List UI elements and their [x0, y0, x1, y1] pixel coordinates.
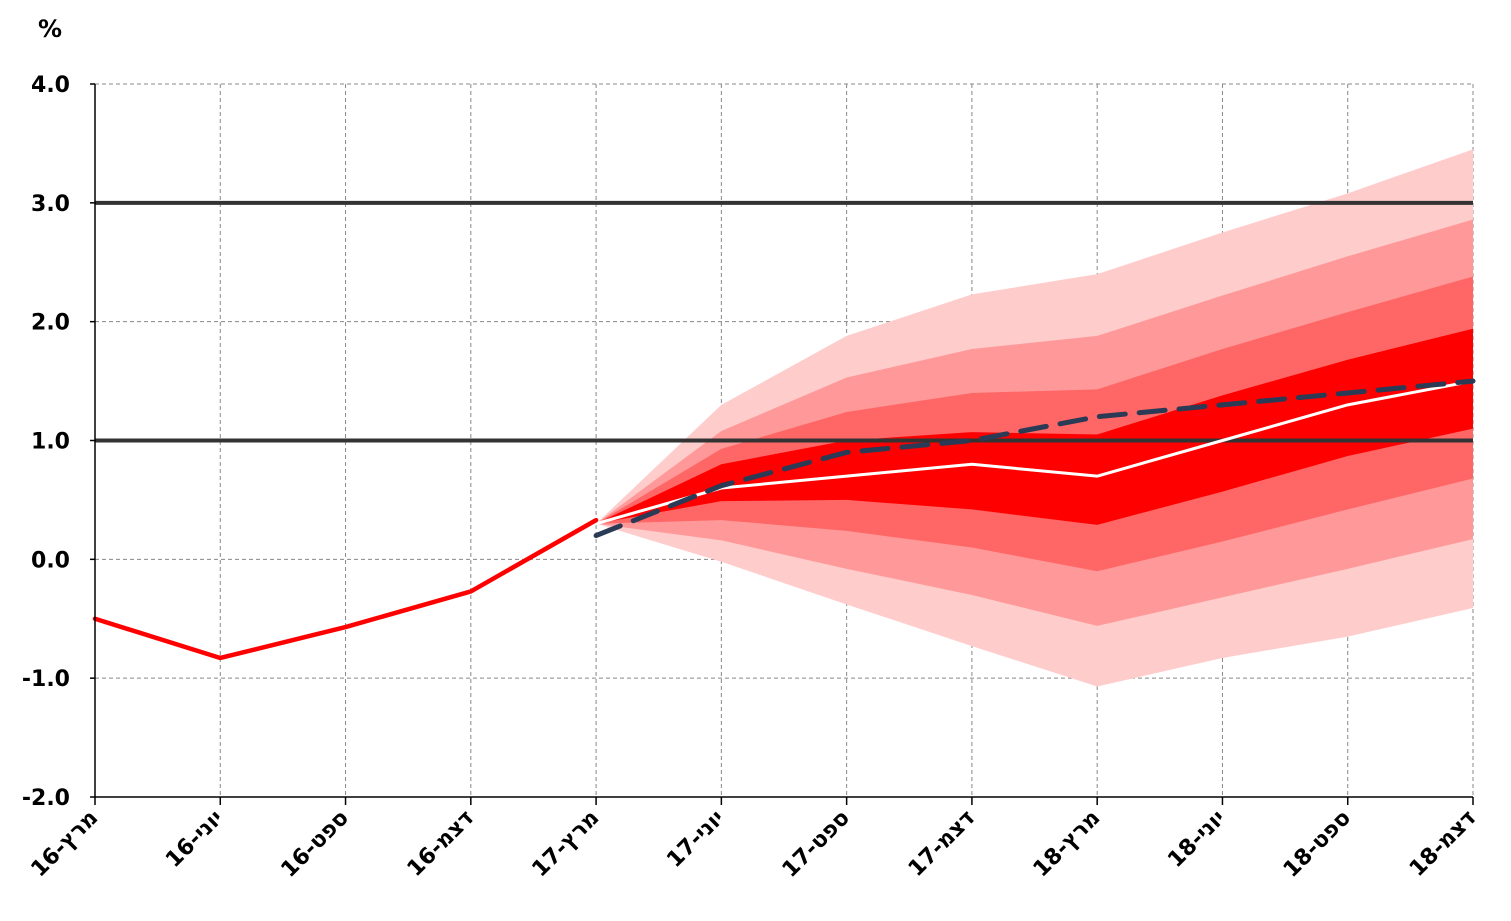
x-tick-label: דצמ-17 — [904, 806, 980, 882]
x-tick-label: דצמ-16 — [403, 806, 479, 882]
y-tick-label: -2.0 — [22, 786, 70, 811]
x-tick-label: מרץ-17 — [528, 806, 605, 883]
central-forecast-line — [595, 379, 1474, 526]
x-tick-label: ספט-17 — [778, 806, 855, 883]
x-tick-label: מרץ-18 — [1029, 806, 1106, 883]
y-tick-label: 3.0 — [31, 192, 70, 217]
y-tick-label: 0.0 — [31, 548, 70, 573]
x-tick-label: יוני-16 — [161, 806, 228, 873]
y-tick-label: 2.0 — [31, 311, 70, 336]
y-tick-label: 4.0 — [31, 73, 70, 98]
x-tick-label: ספט-18 — [1279, 806, 1356, 883]
x-tick-label: יוני-18 — [1163, 806, 1230, 873]
series-lines — [92, 378, 1476, 661]
x-tick-label: מרץ-16 — [27, 806, 104, 883]
target-range-lines — [95, 200, 1473, 443]
x-tick-label: דצמ-18 — [1405, 806, 1481, 882]
y-tick-label: 1.0 — [31, 430, 70, 455]
y-axis-unit-label: % — [38, 15, 62, 43]
actual-line — [92, 517, 599, 661]
fan-band-4 — [596, 328, 1473, 525]
x-tick-label: יוני-17 — [662, 806, 729, 873]
x-tick-label: ספט-16 — [277, 806, 354, 883]
fan-bands — [596, 149, 1473, 687]
y-tick-label: -1.0 — [22, 667, 70, 692]
dashed-forecast-line — [593, 378, 1476, 539]
